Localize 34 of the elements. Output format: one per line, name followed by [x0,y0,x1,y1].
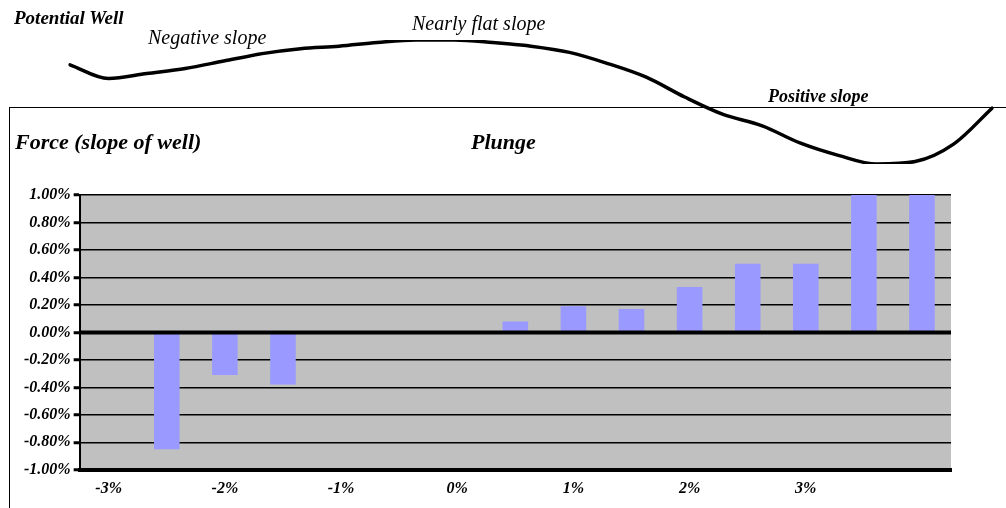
bar [851,195,877,332]
y-tick-label: -0.60% [24,404,71,422]
y-tick-label: -0.40% [24,377,71,395]
bar [909,195,935,332]
y-tick-label: -0.80% [24,432,71,450]
bar [618,309,645,332]
annotation: Negative slope [148,26,267,49]
y-tick-label: 0.80% [29,212,71,230]
bar [734,263,761,332]
y-tick-label: -0.20% [24,350,71,368]
y-tick-label: -1.00% [24,459,71,477]
x-tick-label: -3% [95,478,123,496]
x-tick-label: 2% [677,478,701,496]
y-tick-label: 0.40% [29,267,71,285]
bar [154,333,180,450]
bar [560,306,587,332]
text: Nearly flat slope [412,12,546,35]
x-tick-label: -2% [211,478,239,496]
annotation: Positive slope [768,86,869,107]
y-tick-label: 0.60% [29,240,71,258]
bar [793,263,819,332]
y-tick-label: 1.00% [29,185,71,203]
y-tick-label: 0.20% [29,295,71,313]
bar [676,287,703,332]
text: Potential Well [14,7,124,29]
bar [212,333,238,375]
x-tick-label: 1% [562,478,585,496]
x-tick-label: -1% [327,478,355,496]
chart-title: Plunge [471,129,536,155]
x-tick-label: 0% [446,478,468,496]
y-tick-label: 0.00% [29,322,71,340]
x-tick-label: 3% [794,478,817,496]
y-axis-title: Force (slope of well) [15,129,202,155]
bar [270,333,296,385]
